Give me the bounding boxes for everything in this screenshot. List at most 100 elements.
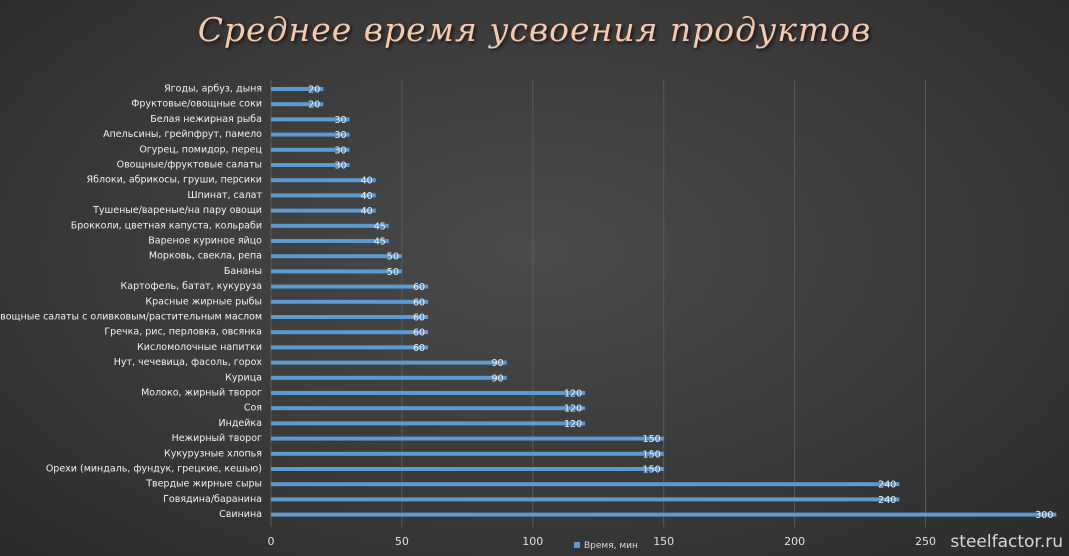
bar xyxy=(271,102,324,107)
category-label: Вареное куриное яйцо xyxy=(148,236,262,247)
category-label: Нежирный творог xyxy=(172,433,262,444)
value-label: 150 xyxy=(643,449,661,460)
value-label: 120 xyxy=(564,389,582,400)
x-tick-labels: 0 50 100 150 200 250 xyxy=(268,535,937,548)
bar xyxy=(271,451,664,456)
category-label: Овощные салаты с оливковым/растительным … xyxy=(0,312,262,323)
value-label: 45 xyxy=(374,221,386,232)
bar xyxy=(271,421,586,426)
x-tick-label: 50 xyxy=(395,535,409,548)
category-label: Белая нежирная рыба xyxy=(150,114,262,125)
x-tick-label: 150 xyxy=(653,535,674,548)
category-label: Шпинат, салат xyxy=(187,190,262,201)
watermark: steelfactor.ru xyxy=(950,532,1063,552)
bar xyxy=(271,147,350,152)
value-label: 90 xyxy=(492,358,504,369)
bar xyxy=(271,208,376,213)
bar xyxy=(271,269,402,274)
category-label: Ягоды, арбуз, дыня xyxy=(164,84,262,95)
category-label: Овощные/фруктовые салаты xyxy=(117,160,262,171)
bar xyxy=(271,512,1057,517)
value-label: 30 xyxy=(334,145,346,156)
value-label: 50 xyxy=(387,267,399,278)
category-label: Кисломолочные напитки xyxy=(137,342,262,353)
bar xyxy=(271,330,429,335)
bar xyxy=(271,375,507,380)
category-label: Орехи (миндаль, фундук, грецкие, кешью) xyxy=(46,464,262,475)
bar xyxy=(271,132,350,137)
value-label: 30 xyxy=(334,161,346,172)
value-label: 30 xyxy=(334,130,346,141)
value-label: 60 xyxy=(413,282,425,293)
bar xyxy=(271,482,900,487)
value-label: 60 xyxy=(413,343,425,354)
bar xyxy=(271,467,664,471)
chart-title: Среднее время усвоения продуктов xyxy=(197,10,872,49)
bar xyxy=(271,193,376,198)
value-label: 60 xyxy=(413,297,425,308)
value-labels: 2020303030304040404545505060606060609090… xyxy=(308,85,1053,522)
category-labels: Ягоды, арбуз, дыня Фруктовые/овощные соки… xyxy=(0,84,263,521)
value-label: 120 xyxy=(564,419,582,430)
x-tick-label: 0 xyxy=(268,535,275,548)
bars xyxy=(271,87,1057,517)
category-label: Апельсины, грейпфрут, памело xyxy=(103,129,262,140)
x-tick-label: 250 xyxy=(915,535,936,548)
category-label: Соя xyxy=(244,403,262,414)
category-label: Нут, чечевица, фасоль, горох xyxy=(114,357,263,368)
category-label: Фруктовые/овощные соки xyxy=(131,99,262,110)
bar xyxy=(271,436,664,441)
category-label: Бананы xyxy=(224,266,262,277)
value-label: 40 xyxy=(361,191,373,202)
bar xyxy=(271,117,350,122)
value-label: 60 xyxy=(413,313,425,324)
bar xyxy=(271,239,389,243)
category-label: Говядина/баранина xyxy=(163,494,262,505)
legend-swatch xyxy=(574,542,580,548)
category-label: Яблоки, абрикосы, груши, персики xyxy=(87,175,262,186)
value-label: 40 xyxy=(361,176,373,187)
category-label: Огурец, помидор, перец xyxy=(139,144,262,155)
value-label: 150 xyxy=(643,465,661,476)
bar xyxy=(271,163,350,167)
bar xyxy=(271,315,429,319)
category-label: Морковь, свекла, репа xyxy=(149,251,262,262)
bar xyxy=(271,497,900,502)
value-label: 300 xyxy=(1035,510,1053,521)
value-label: 30 xyxy=(334,115,346,126)
value-label: 60 xyxy=(413,328,425,339)
bar xyxy=(271,223,389,228)
category-label: Гречка, рис, перловка, овсянка xyxy=(104,327,262,338)
x-tick-label: 200 xyxy=(784,535,805,548)
value-label: 50 xyxy=(387,252,399,263)
category-label: Твердые жирные сыры xyxy=(145,479,262,490)
category-label: Индейка xyxy=(219,418,262,429)
bar xyxy=(271,345,429,350)
category-label: Тушеные/вареные/на пару овощи xyxy=(92,205,262,216)
category-label: Курица xyxy=(225,372,262,383)
bar xyxy=(271,87,324,91)
category-label: Брокколи, цветная капуста, кольраби xyxy=(71,220,262,231)
category-label: Красные жирные рыбы xyxy=(145,296,262,307)
value-label: 90 xyxy=(492,373,504,384)
bar xyxy=(271,406,586,411)
x-tick-label: 100 xyxy=(522,535,543,548)
legend-label: Время, мин xyxy=(584,541,638,551)
bar xyxy=(271,254,402,259)
bar xyxy=(271,360,507,365)
value-label: 45 xyxy=(374,237,386,248)
category-label: Свинина xyxy=(219,509,262,520)
legend: Время, мин xyxy=(574,541,638,551)
bar xyxy=(271,299,429,304)
value-label: 240 xyxy=(878,495,896,506)
bar xyxy=(271,391,586,395)
category-label: Молоко, жирный творог xyxy=(141,388,262,399)
bar xyxy=(271,178,376,183)
category-label: Кукурузные хлопья xyxy=(164,448,262,459)
value-label: 150 xyxy=(643,434,661,445)
bar xyxy=(271,284,429,289)
value-label: 240 xyxy=(878,480,896,491)
category-label: Картофель, батат, кукуруза xyxy=(121,281,262,292)
value-label: 40 xyxy=(361,206,373,217)
